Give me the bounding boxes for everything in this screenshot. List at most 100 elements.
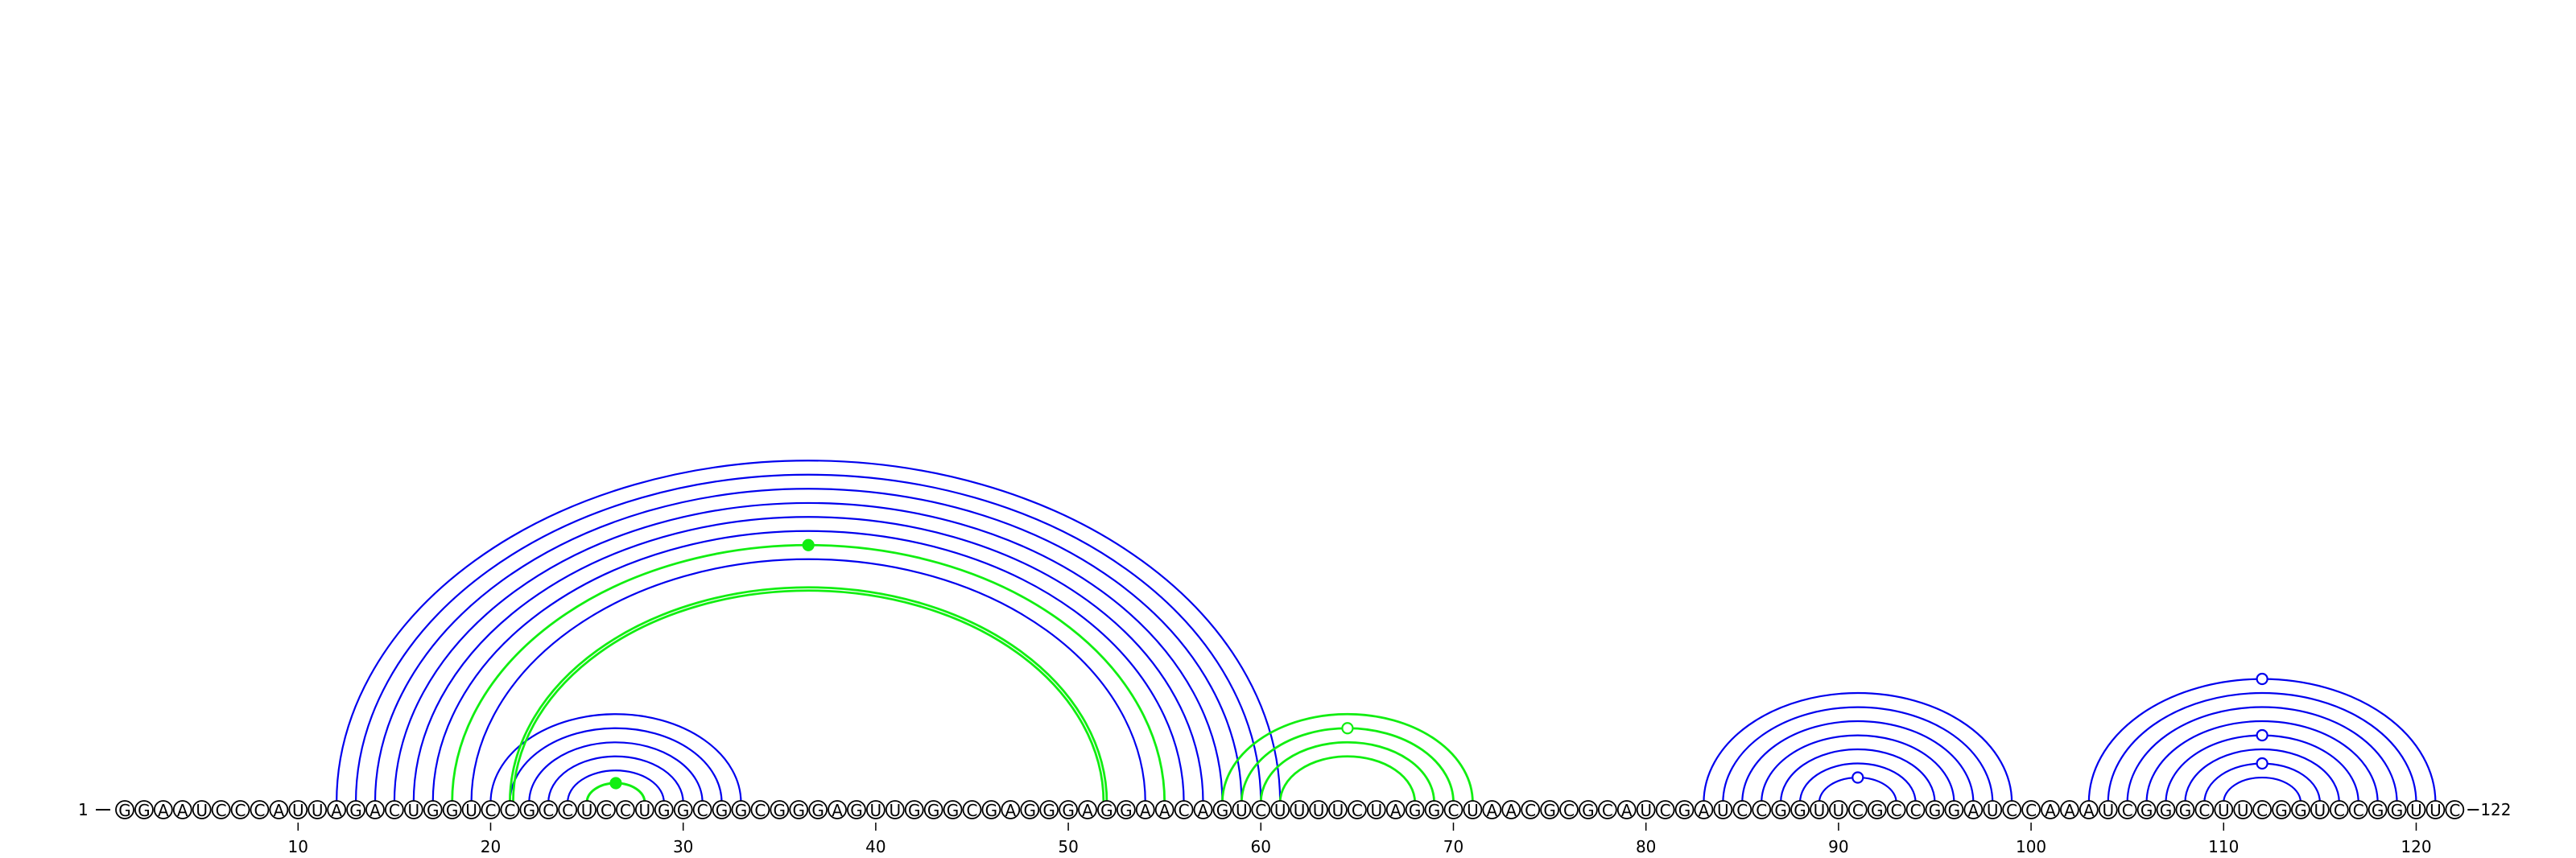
nucleotide-letter-84: U [1717,801,1729,820]
arc-marker-7 [2256,757,2268,770]
nucleotide-letter-88: G [1794,801,1806,820]
nucleotide-circle-101 [2041,800,2060,819]
nucleotide-circle-45 [962,800,982,819]
nucleotide-letter-20: C [485,801,496,820]
nucleotide-37: G [808,800,828,820]
nucleotide-letter-102: A [2064,801,2075,820]
nucleotide-letter-25: U [581,801,593,820]
sequence-start-label: 1 [78,800,89,819]
nucleotide-83: A [1694,800,1714,820]
arc-blue-wide-14-59 [374,488,1243,803]
nucleotide-letter-22: G [523,801,536,820]
nucleotide-letter-82: G [1678,801,1691,820]
nucleotide-letter-1: G [118,801,131,820]
nucleotide-circle-72 [1482,800,1502,819]
nucleotide-16: U [403,800,423,820]
nucleotide-letter-47: A [1005,801,1016,820]
nucleotide-letter-4: A [177,801,188,820]
nucleotide-circle-122 [2445,800,2465,819]
nucleotide-65: C [1347,800,1367,820]
nucleotide-letter-91: C [1852,801,1864,820]
nucleotide-letter-51: A [1082,801,1093,820]
nucleotide-36: G [789,800,809,820]
nucleotide-circle-113 [2272,800,2291,819]
nucleotide-63: U [1309,800,1328,820]
nucleotide-circle-36 [789,800,809,819]
nucleotide-letter-54: A [1140,801,1151,820]
nucleotide-54: A [1135,800,1155,820]
nucleotide-letter-2: G [138,801,151,820]
nucleotide-circle-16 [403,800,423,819]
nucleotide-96: G [1944,800,1964,820]
nucleotide-letter-109: C [2198,801,2210,820]
nucleotide-circle-29 [654,800,674,819]
nucleotide-122: C [2445,800,2465,820]
nucleotide-circle-39 [847,800,866,819]
nucleotide-circle-15 [384,800,404,819]
nucleotide-letter-32: G [716,801,729,820]
nucleotide-circle-79 [1616,800,1637,819]
nucleotide-103: A [2079,800,2099,820]
nucleotide-circle-95 [1925,800,1945,819]
nucleotide-circle-61 [1270,800,1290,819]
nucleotide-circle-6 [211,800,231,819]
nucleotide-circle-119 [2387,800,2407,819]
nucleotide-circle-4 [172,800,192,819]
nucleotide-circle-2 [134,800,154,819]
arc-green-pk-60-69 [1259,740,1435,803]
nucleotide-74: C [1521,800,1541,820]
nucleotide-60: C [1251,800,1271,820]
nucleotide-circle-53 [1116,800,1136,819]
nucleotide-letter-117: C [2353,801,2364,820]
nucleotide-22: G [519,800,539,820]
nucleotide-letter-13: G [349,801,362,820]
nucleotide-letter-65: C [1352,801,1363,820]
nucleotide-81: C [1655,800,1675,820]
nucleotide-circle-86 [1752,800,1772,819]
nucleotide-letter-57: A [1198,801,1209,820]
nucleotide-59: U [1232,800,1252,820]
arc-green-pk-61-68 [1278,755,1417,803]
nucleotide-34: C [750,800,770,820]
nucleotide-letter-81: C [1660,801,1671,820]
nucleotide-letter-64: U [1332,801,1344,820]
nucleotide-circle-21 [500,800,520,819]
nucleotide-circle-105 [2117,800,2137,819]
arc-marker-4 [1852,771,1864,784]
nucleotide-117: C [2348,800,2368,820]
nucleotide-letter-68: G [1409,801,1422,820]
arc-blue-hairpin2-87-95 [1780,748,1936,803]
nucleotide-letter-7: C [235,801,246,820]
nucleotide-2: G [134,800,154,820]
nucleotide-27: C [616,800,635,820]
nucleotide-letter-78: C [1602,801,1613,820]
nucleotide-86: C [1752,800,1772,820]
nucleotide-letter-11: U [312,801,324,820]
nucleotide-circle-73 [1501,800,1521,819]
nucleotide-letter-35: G [774,801,786,820]
arc-blue-wide-13-60 [354,473,1262,803]
nucleotide-letter-8: C [254,801,265,820]
arc-blue-hairpin3-110-114 [2223,776,2302,803]
nucleotide-28: U [634,800,654,820]
nucleotide-40: U [865,800,886,820]
nucleotide-circle-46 [981,800,1001,819]
nucleotide-42: G [904,800,924,820]
nucleotide-circle-67 [1385,800,1406,819]
nucleotide-letter-116: C [2334,801,2345,820]
nucleotide-circle-83 [1694,800,1714,819]
nucleotide-45: C [962,800,982,820]
base-pair-arcs [336,460,2437,803]
nucleotide-letter-36: G [792,801,805,820]
nucleotide-115: U [2310,800,2330,820]
arc-blue-hairpin3-106-118 [2145,720,2379,803]
nucleotide-letter-93: C [1891,801,1902,820]
nucleotide-circle-99 [2002,800,2022,819]
nucleotide-98: U [1983,800,2003,820]
nucleotide-23: C [539,800,559,820]
nucleotide-51: A [1078,800,1097,820]
nucleotide-119: G [2387,800,2407,820]
arc-blue-wide-16-57 [412,516,1204,803]
arc-blue-hairpin2-85-97 [1741,720,1975,803]
arc-blue-hairpin1-22-31 [528,741,704,803]
